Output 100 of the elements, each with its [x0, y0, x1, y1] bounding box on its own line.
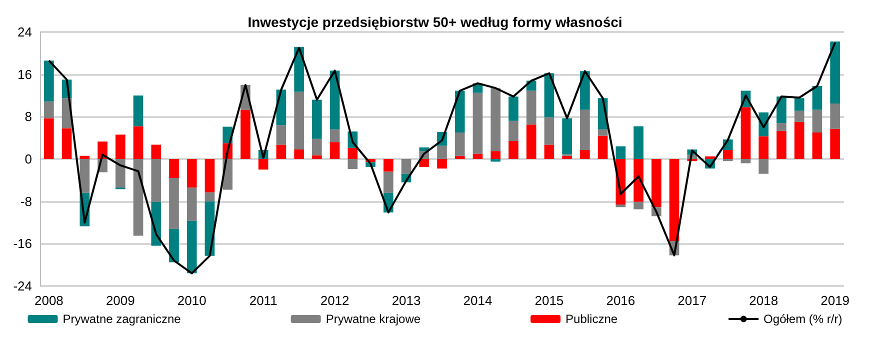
bar [776, 123, 786, 131]
x-tick-label: 2010 [177, 293, 206, 308]
bar [580, 110, 590, 150]
bar [383, 172, 394, 193]
legend-label: Ogółem (% r/r) [764, 312, 842, 326]
bar [151, 159, 162, 202]
bar [258, 159, 268, 170]
bar [401, 159, 412, 174]
bar [294, 92, 304, 150]
bar [383, 159, 394, 172]
bar [544, 144, 554, 159]
bar [740, 159, 751, 164]
y-tick-label: -16 [13, 236, 32, 252]
bar [294, 149, 304, 159]
bar [80, 156, 90, 159]
x-tick-label: 2016 [606, 293, 636, 308]
bar [151, 144, 162, 159]
bar [830, 42, 840, 104]
bar [508, 141, 518, 159]
bar [44, 118, 54, 159]
bar [115, 134, 126, 159]
bar [169, 159, 179, 178]
bar [437, 146, 447, 159]
bar [794, 98, 804, 111]
bar [133, 96, 144, 126]
bar [830, 128, 840, 159]
x-tick-label: 2013 [392, 293, 421, 308]
legend-label: Prywatne krajowe [326, 312, 421, 326]
bar [508, 96, 518, 121]
bar [472, 92, 483, 154]
bar [169, 228, 179, 262]
line-series [48, 42, 836, 274]
y-tick-label: 16 [18, 66, 32, 82]
bar [634, 159, 644, 202]
bar [562, 156, 572, 159]
legend-label: Publiczne [566, 312, 618, 326]
bar [80, 159, 90, 193]
bar [758, 136, 769, 159]
y-tick-label: 8 [24, 109, 32, 124]
bar [169, 178, 179, 229]
x-tick-label: 2009 [106, 293, 135, 308]
bar [204, 159, 215, 192]
legend-label: Prywatne zagraniczne [62, 312, 182, 326]
x-tick-label: 2011 [249, 293, 278, 308]
bar [437, 159, 447, 169]
bar [330, 142, 340, 159]
bar [115, 159, 126, 188]
y-tick-label: -24 [13, 278, 32, 294]
bar [776, 130, 786, 159]
bar [740, 107, 751, 159]
bar [276, 125, 286, 145]
bar [204, 192, 215, 202]
x-tick-label: 2014 [463, 293, 492, 308]
bar [544, 117, 554, 145]
x-tick-label: 2012 [320, 293, 350, 308]
x-tick-label: 2008 [34, 293, 64, 308]
bar [812, 110, 822, 133]
x-tick-label: 2017 [678, 293, 707, 308]
bar [616, 204, 626, 208]
bar [598, 129, 608, 136]
bar [794, 110, 804, 122]
bar [348, 159, 358, 170]
bar [186, 220, 197, 274]
bar [758, 159, 769, 174]
bar [562, 118, 572, 154]
bar [133, 126, 144, 159]
bar [312, 138, 322, 156]
y-tick-label: -8 [20, 194, 32, 209]
bar [508, 120, 518, 142]
bar [186, 159, 197, 188]
bar [526, 90, 536, 125]
bar [812, 132, 822, 159]
bar [330, 129, 340, 142]
bar [44, 101, 54, 118]
bar [669, 159, 680, 242]
bar [634, 126, 644, 159]
bar [240, 110, 250, 159]
x-tick-label: 2018 [749, 293, 778, 308]
bar [490, 159, 501, 162]
bar [705, 156, 715, 159]
bar [312, 100, 322, 139]
bar [348, 148, 358, 159]
bar [812, 86, 822, 110]
bar [454, 132, 465, 156]
bar [598, 136, 608, 159]
bar [490, 151, 501, 159]
bar [634, 202, 644, 210]
bar [722, 150, 733, 159]
bar [526, 124, 536, 159]
bar [454, 90, 465, 133]
y-tick-label: 24 [18, 24, 32, 40]
bar [454, 156, 465, 159]
y-tick-label: 0 [24, 152, 32, 166]
bar [776, 96, 786, 124]
bar [616, 146, 626, 159]
x-tick-label: 2015 [534, 293, 564, 308]
bar [419, 159, 430, 167]
bar [651, 159, 662, 208]
bar [830, 103, 840, 129]
bar [312, 155, 322, 159]
